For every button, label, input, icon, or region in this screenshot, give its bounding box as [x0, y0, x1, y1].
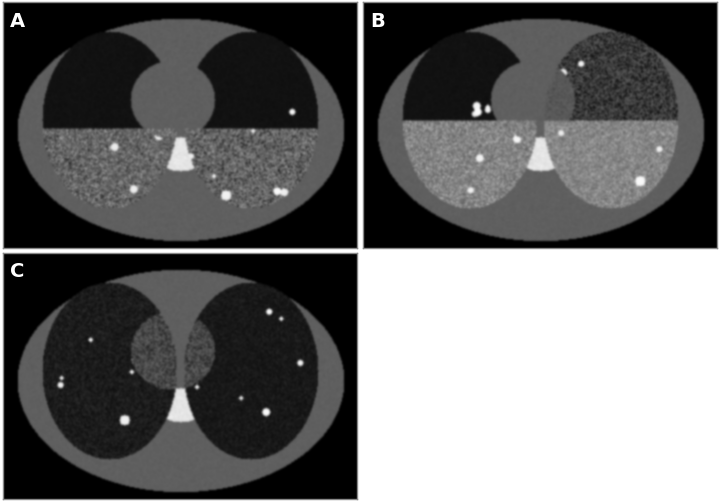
Text: B: B	[370, 12, 384, 31]
Text: C: C	[10, 263, 24, 282]
Text: A: A	[10, 12, 25, 31]
